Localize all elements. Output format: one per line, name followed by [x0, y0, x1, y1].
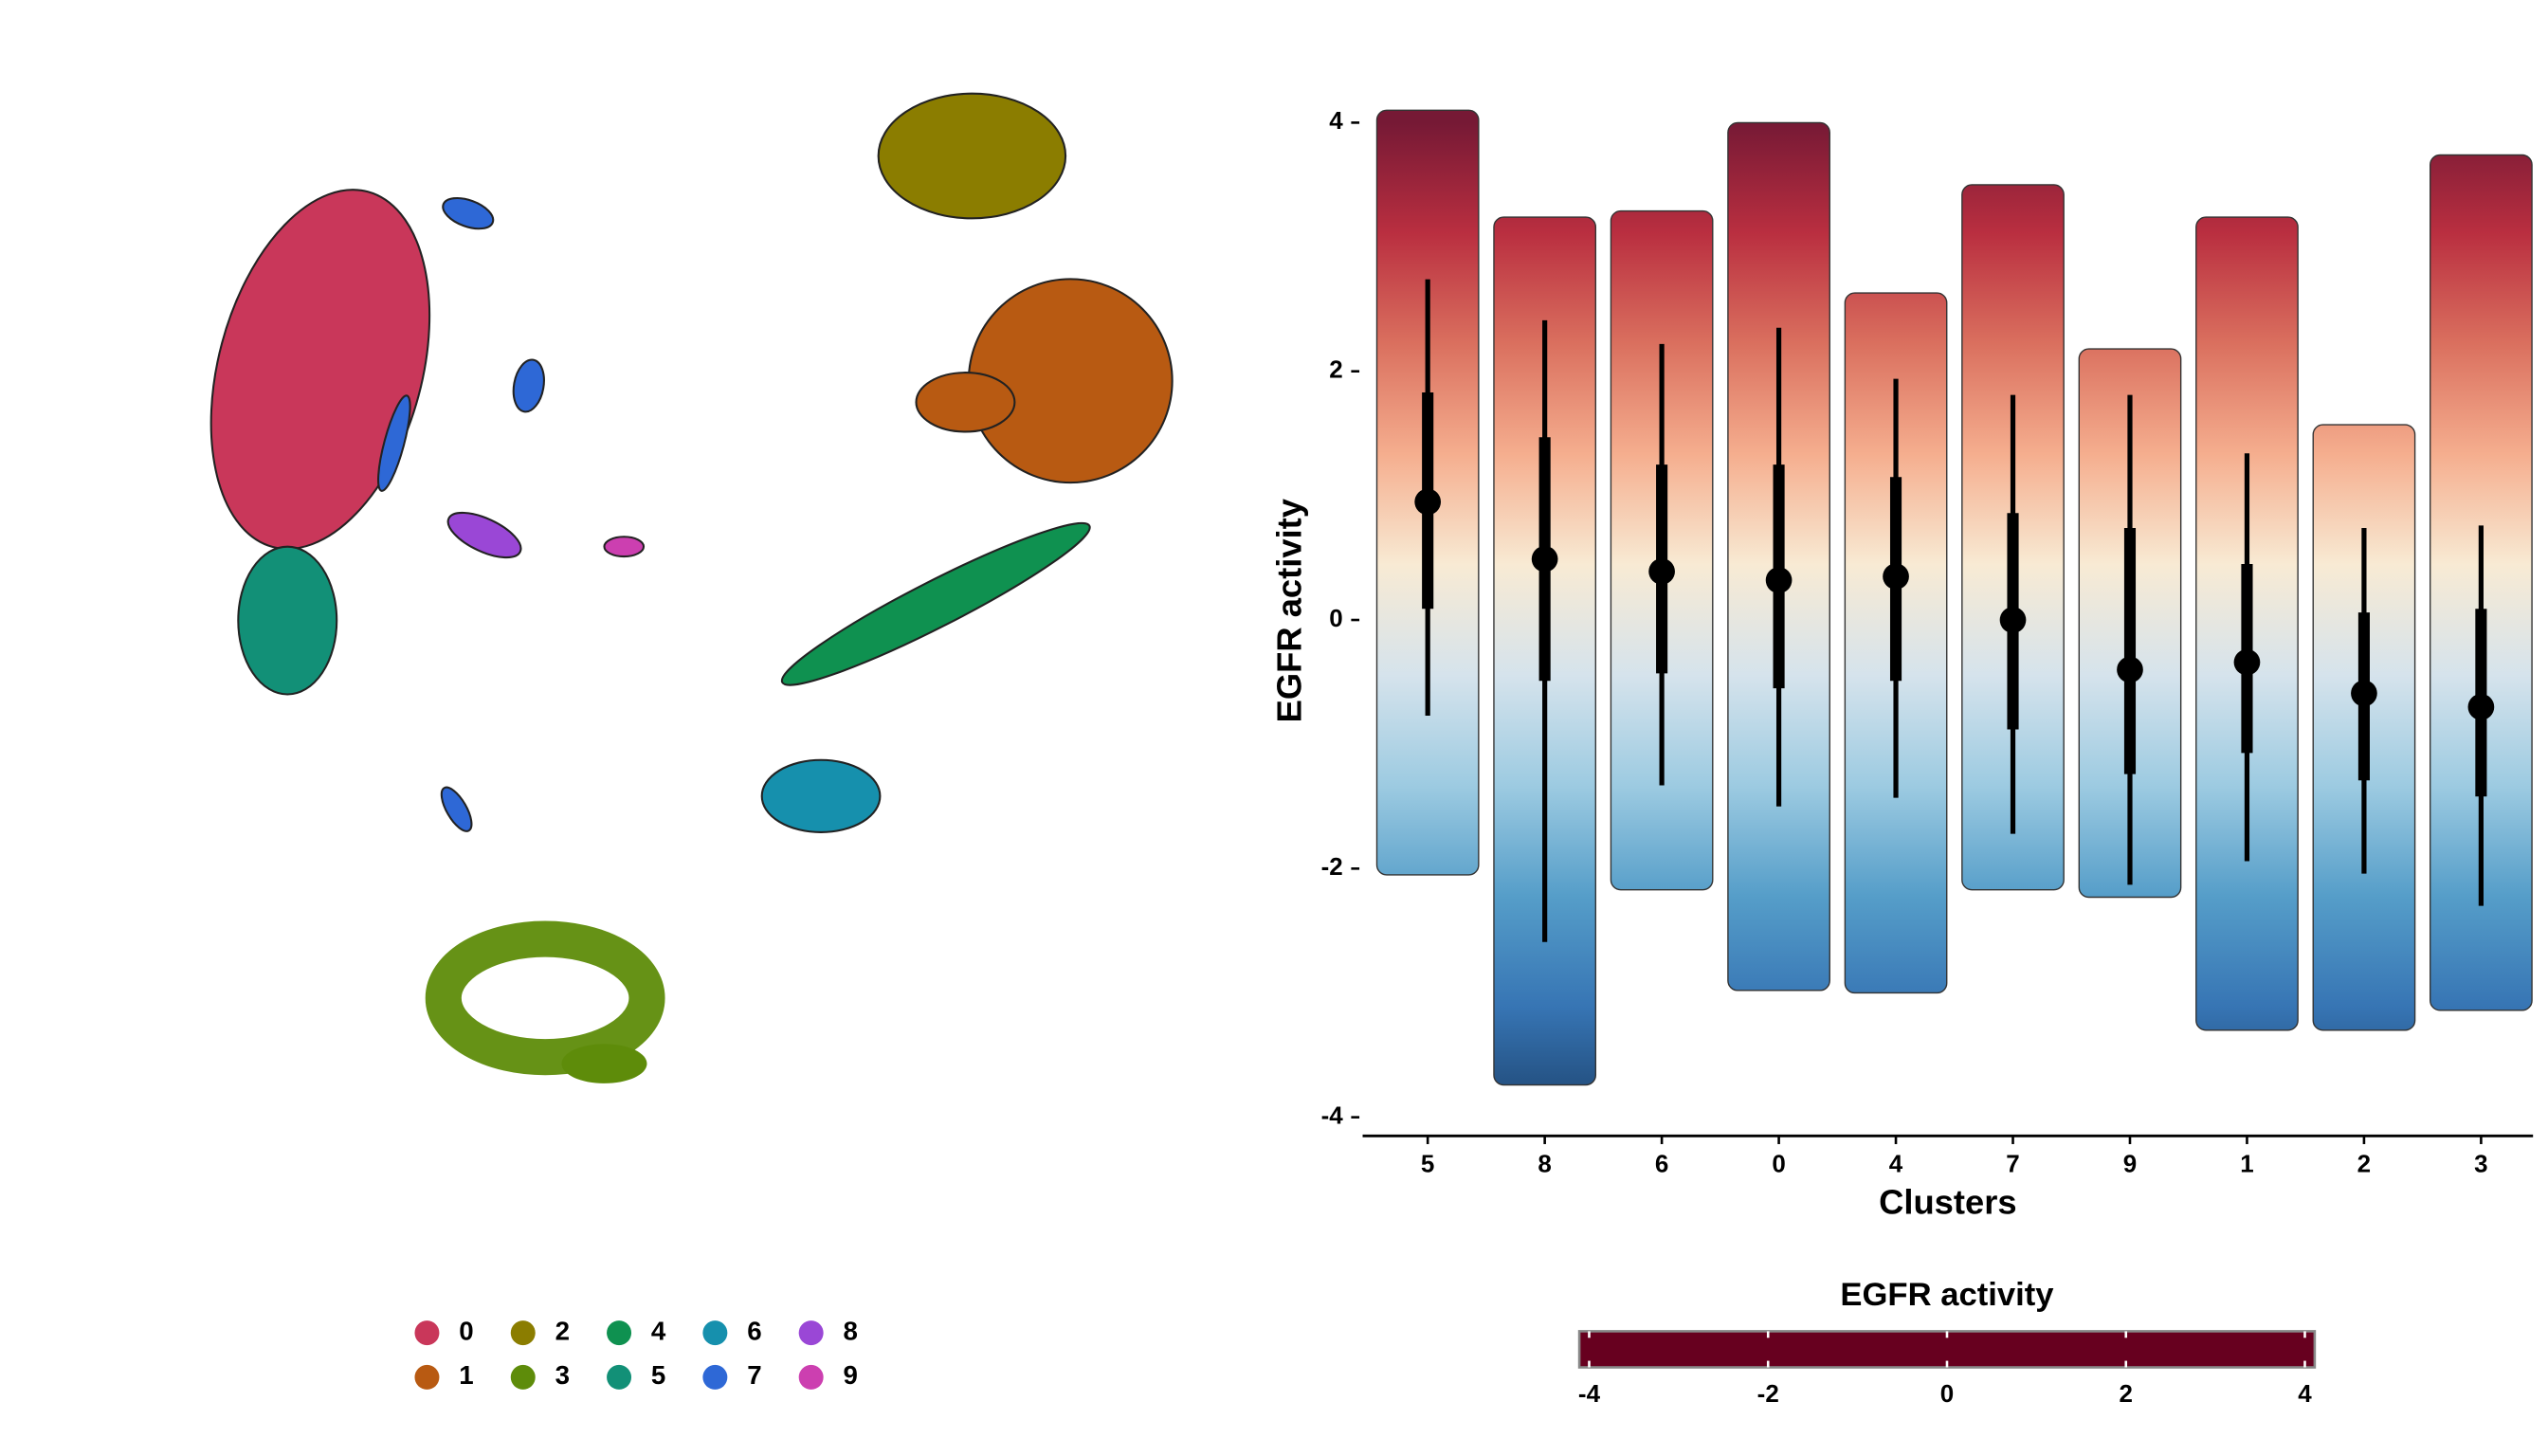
median-point [1765, 567, 1793, 593]
median-point [2233, 648, 2261, 676]
x-tick-label: 8 [1538, 1149, 1551, 1177]
median-point [2117, 656, 2143, 683]
x-tick-label: 0 [1772, 1149, 1785, 1177]
x-tick-label: 5 [1421, 1149, 1434, 1177]
legend-label: 1 [459, 1360, 473, 1390]
legend-swatch [414, 1364, 440, 1390]
cluster-region [377, 394, 411, 492]
legend-swatch [607, 1364, 632, 1390]
cluster-region [425, 920, 665, 1076]
legend-swatch [798, 1364, 824, 1390]
x-tick-label: 4 [1889, 1149, 1903, 1177]
x-tick-label: 2 [2357, 1149, 2371, 1177]
cluster-region [603, 536, 646, 558]
legend-label: 0 [459, 1316, 473, 1345]
legend-swatch [702, 1320, 728, 1346]
cluster-region [760, 758, 882, 834]
colorbar-tick-label: -4 [1578, 1379, 1601, 1408]
legend-swatch [414, 1320, 440, 1346]
legend-label: 4 [651, 1316, 666, 1345]
y-tick-label: 2 [1329, 355, 1342, 384]
cluster-region [440, 786, 473, 832]
x-axis-title: Clusters [1879, 1183, 2016, 1222]
colorbar-title: EGFR activity [1840, 1277, 2054, 1313]
median-point [1414, 488, 1442, 516]
colorbar-tick-label: -2 [1757, 1379, 1779, 1408]
median-point [1883, 563, 1909, 590]
y-tick-label: -2 [1321, 852, 1343, 881]
legend-swatch [607, 1320, 632, 1346]
cluster-region [442, 196, 495, 230]
x-tick-label: 6 [1655, 1149, 1668, 1177]
cluster-region [446, 511, 522, 559]
legend-swatch [510, 1320, 536, 1346]
legend-label: 2 [555, 1316, 570, 1345]
cluster-region [209, 189, 431, 551]
y-tick-label: -4 [1321, 1101, 1344, 1130]
x-tick-label: 3 [2474, 1149, 2487, 1177]
x-tick-label: 9 [2123, 1149, 2137, 1177]
median-point [1999, 607, 2027, 633]
legend-swatch [798, 1320, 824, 1346]
cluster-region [780, 521, 1091, 686]
x-tick-label: 7 [2006, 1149, 2019, 1177]
x-tick-label: 1 [2240, 1149, 2253, 1177]
cluster-region [237, 545, 338, 696]
median-point [2467, 693, 2495, 720]
legend-label: 7 [747, 1360, 761, 1390]
y-tick-label: 0 [1329, 604, 1342, 632]
legend-swatch [702, 1364, 728, 1390]
legend-label: 3 [555, 1360, 570, 1390]
cluster-region [877, 92, 1067, 220]
legend-label: 9 [844, 1360, 858, 1390]
colorbar-tick-label: 0 [1940, 1379, 1954, 1408]
legend-label: 6 [747, 1316, 761, 1345]
y-axis-title: EGFR activity [1270, 498, 1309, 722]
cluster-region [512, 358, 545, 413]
legend-label: 5 [651, 1360, 665, 1390]
y-tick-label: 4 [1329, 106, 1343, 135]
cluster-region [915, 372, 1016, 433]
median-point [2351, 680, 2377, 707]
median-point [1531, 545, 1558, 573]
legend-label: 8 [844, 1316, 858, 1345]
legend-swatch [510, 1364, 536, 1390]
median-point [1648, 558, 1675, 585]
colorbar-tick-label: 2 [2120, 1379, 2133, 1408]
cluster-region [561, 1044, 647, 1083]
colorbar-tick-label: 4 [2298, 1379, 2312, 1408]
